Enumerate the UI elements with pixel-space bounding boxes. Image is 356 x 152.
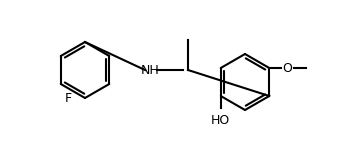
Text: HO: HO: [211, 114, 230, 127]
Text: NH: NH: [141, 64, 159, 76]
Text: O: O: [282, 62, 292, 74]
Text: F: F: [65, 92, 72, 105]
